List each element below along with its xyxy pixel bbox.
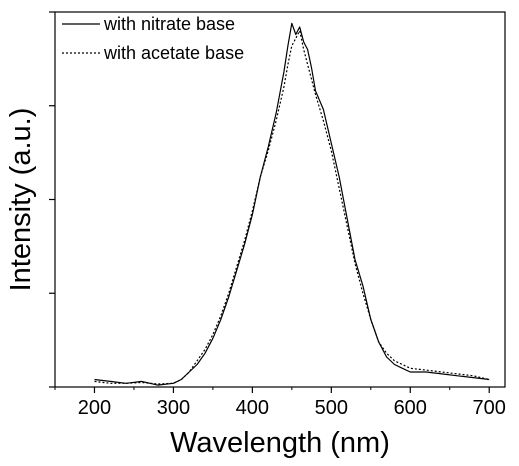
legend-entry-label: with nitrate base	[103, 14, 235, 34]
x-axis-ticks: 200 300 400 500 600 700	[54, 387, 506, 419]
x-tick-label: 700	[473, 397, 506, 419]
x-tick-label: 600	[394, 397, 427, 419]
y-axis-ticks	[49, 11, 55, 388]
x-axis-title: Wavelength (nm)	[170, 427, 390, 459]
x-tick-label: 200	[78, 397, 111, 419]
x-tick-label: 300	[157, 397, 190, 419]
series-line-nitrate	[94, 22, 490, 386]
legend: with nitrate base with acetate base	[62, 14, 244, 63]
series-layer	[94, 22, 490, 386]
legend-entry-label: with acetate base	[103, 43, 244, 63]
x-tick-label: 400	[236, 397, 269, 419]
x-tick-label: 500	[315, 397, 348, 419]
y-axis-title: Intensity (a.u.)	[5, 108, 37, 292]
